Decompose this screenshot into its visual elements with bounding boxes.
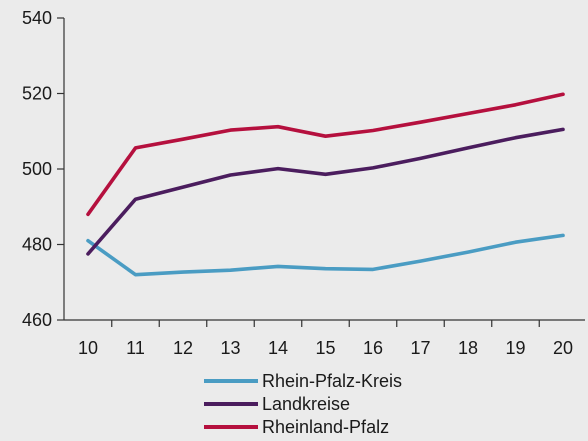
x-tick-label: 14: [268, 338, 288, 358]
series-line-rheinland-pfalz: [86, 92, 565, 217]
legend: Rhein-Pfalz-Kreis Landkreise Rheinland-Pfa…: [204, 371, 402, 437]
x-tick-label: 18: [458, 338, 478, 358]
y-tick-label: 500: [22, 159, 52, 179]
y-tick-label: 540: [22, 8, 52, 28]
legend-label: Landkreise: [262, 394, 350, 414]
x-tick-label: 12: [173, 338, 193, 358]
x-tick-label: 11: [126, 338, 145, 358]
y-tick-label: 520: [22, 84, 52, 104]
x-tick-label: 17: [410, 338, 430, 358]
legend-label: Rheinland-Pfalz: [262, 417, 389, 437]
x-tick-label: 15: [315, 338, 335, 358]
y-ticks: 460 480 500 520 540: [22, 8, 64, 330]
legend-label: Rhein-Pfalz-Kreis: [262, 371, 402, 391]
x-tick-label: 16: [363, 338, 383, 358]
x-tick-label: 20: [553, 338, 573, 358]
x-tick-label: 19: [505, 338, 525, 358]
y-tick-label: 480: [22, 235, 52, 255]
series-lines: [86, 92, 565, 277]
series-line-landkreise: [86, 127, 565, 256]
series-line-rhein-pfalz-kreis: [86, 233, 565, 277]
y-tick-label: 460: [22, 310, 52, 330]
x-ticks: 10 11 12 13 14 15 16 17 18 19 20: [78, 320, 573, 358]
x-tick-label: 10: [78, 338, 98, 358]
x-tick-label: 13: [220, 338, 240, 358]
